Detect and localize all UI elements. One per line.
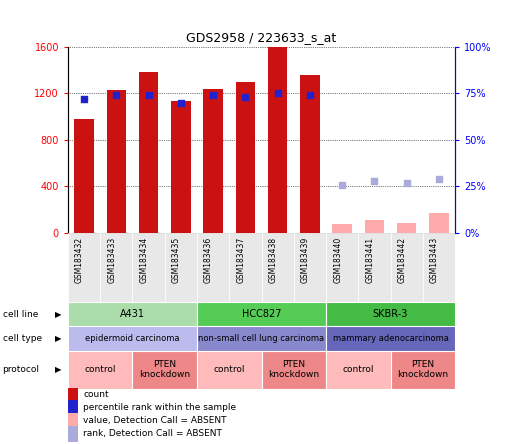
Text: GSM183433: GSM183433 [107, 237, 116, 283]
Text: GSM183440: GSM183440 [333, 237, 342, 283]
Point [241, 93, 249, 100]
Title: GDS2958 / 223633_s_at: GDS2958 / 223633_s_at [186, 31, 337, 44]
Text: PTEN
knockdown: PTEN knockdown [268, 360, 320, 379]
FancyBboxPatch shape [68, 351, 132, 388]
Text: HCC827: HCC827 [242, 309, 281, 319]
Text: PTEN
knockdown: PTEN knockdown [397, 360, 448, 379]
FancyBboxPatch shape [391, 351, 455, 388]
FancyBboxPatch shape [391, 233, 423, 302]
Bar [333, 224, 352, 233]
FancyBboxPatch shape [68, 388, 78, 404]
Text: rank, Detection Call = ABSENT: rank, Detection Call = ABSENT [84, 428, 222, 438]
Point [209, 91, 218, 99]
Text: mammary adenocarcinoma: mammary adenocarcinoma [333, 334, 448, 343]
Text: GSM183439: GSM183439 [301, 237, 310, 283]
FancyBboxPatch shape [132, 351, 197, 388]
FancyBboxPatch shape [197, 302, 326, 326]
FancyBboxPatch shape [326, 351, 391, 388]
FancyBboxPatch shape [294, 233, 326, 302]
Text: ▶: ▶ [55, 365, 62, 374]
FancyBboxPatch shape [229, 233, 262, 302]
Point [177, 99, 185, 106]
FancyBboxPatch shape [68, 302, 197, 326]
FancyBboxPatch shape [326, 302, 455, 326]
Bar [236, 82, 255, 233]
Bar [268, 45, 287, 233]
Text: GSM183436: GSM183436 [204, 237, 213, 283]
Text: control: control [213, 365, 245, 374]
Text: percentile rank within the sample: percentile rank within the sample [84, 403, 236, 412]
Point [338, 181, 346, 188]
Bar [171, 101, 190, 233]
Text: epidermoid carcinoma: epidermoid carcinoma [85, 334, 180, 343]
Text: ▶: ▶ [55, 334, 62, 343]
Text: cell type: cell type [3, 334, 42, 343]
Text: ▶: ▶ [55, 309, 62, 319]
Text: protocol: protocol [3, 365, 40, 374]
FancyBboxPatch shape [68, 426, 78, 442]
Bar [203, 89, 223, 233]
Text: GSM183434: GSM183434 [140, 237, 149, 283]
Text: control: control [343, 365, 374, 374]
FancyBboxPatch shape [423, 233, 455, 302]
Point [274, 90, 282, 97]
Text: GSM183437: GSM183437 [236, 237, 245, 283]
FancyBboxPatch shape [68, 326, 197, 351]
Text: count: count [84, 390, 109, 400]
Point [305, 91, 314, 99]
Text: GSM183443: GSM183443 [430, 237, 439, 283]
FancyBboxPatch shape [197, 233, 229, 302]
Text: non-small cell lung carcinoma: non-small cell lung carcinoma [198, 334, 325, 343]
Point [435, 175, 443, 182]
FancyBboxPatch shape [132, 233, 165, 302]
Bar [107, 90, 126, 233]
Text: value, Detection Call = ABSENT: value, Detection Call = ABSENT [84, 416, 227, 425]
Point [80, 95, 88, 103]
Text: PTEN
knockdown: PTEN knockdown [139, 360, 190, 379]
Text: GSM183432: GSM183432 [75, 237, 84, 283]
Text: SKBR-3: SKBR-3 [373, 309, 408, 319]
FancyBboxPatch shape [326, 326, 455, 351]
FancyBboxPatch shape [197, 351, 262, 388]
Point [144, 91, 153, 99]
FancyBboxPatch shape [68, 233, 100, 302]
Point [370, 177, 379, 184]
FancyBboxPatch shape [197, 326, 326, 351]
Bar [365, 220, 384, 233]
FancyBboxPatch shape [358, 233, 391, 302]
Point [112, 91, 120, 99]
Text: cell line: cell line [3, 309, 38, 319]
FancyBboxPatch shape [165, 233, 197, 302]
Bar [139, 72, 158, 233]
Bar [74, 119, 94, 233]
FancyBboxPatch shape [262, 351, 326, 388]
Bar [300, 75, 320, 233]
Text: GSM183441: GSM183441 [366, 237, 374, 283]
FancyBboxPatch shape [100, 233, 132, 302]
Bar [429, 213, 449, 233]
FancyBboxPatch shape [326, 233, 358, 302]
FancyBboxPatch shape [262, 233, 294, 302]
FancyBboxPatch shape [68, 400, 78, 417]
Text: GSM183442: GSM183442 [397, 237, 407, 283]
Text: GSM183435: GSM183435 [172, 237, 181, 283]
Point [403, 179, 411, 186]
Bar [397, 222, 416, 233]
Text: A431: A431 [120, 309, 145, 319]
Text: control: control [85, 365, 116, 374]
Text: GSM183438: GSM183438 [269, 237, 278, 283]
FancyBboxPatch shape [68, 413, 78, 430]
